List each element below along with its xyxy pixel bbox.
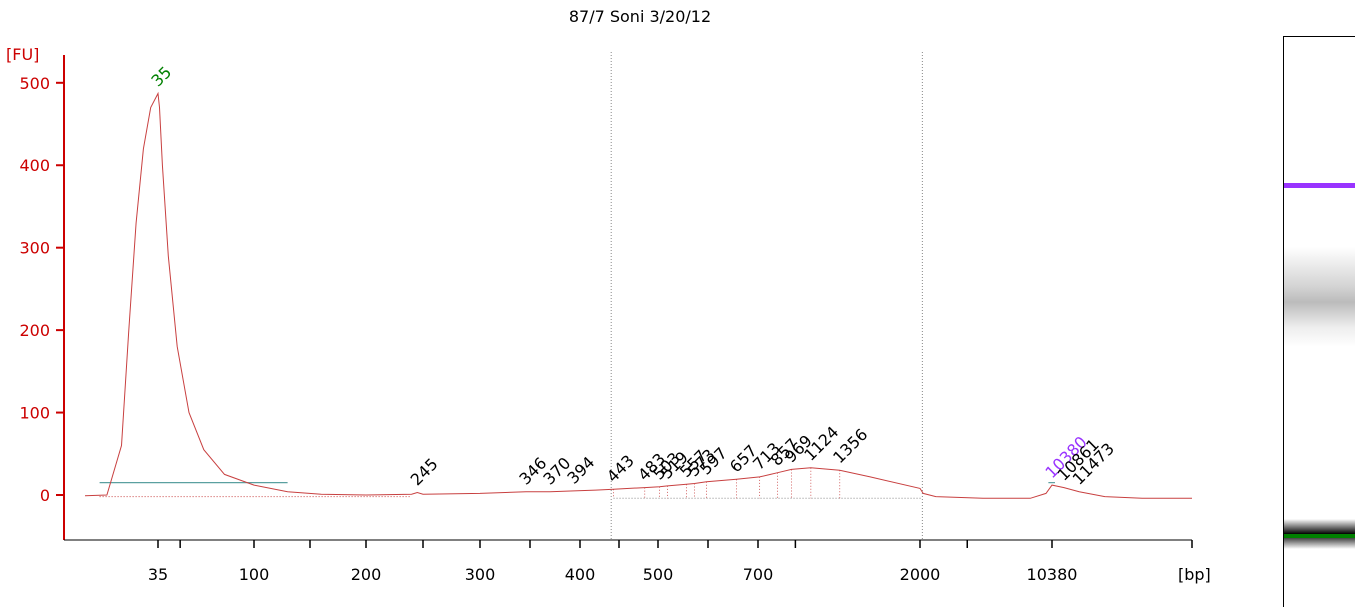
gel-lower-marker-band [1284, 534, 1355, 538]
peak-label: 443 [603, 451, 638, 486]
fluorescence-trace [84, 91, 1192, 499]
x-tick-label: 35 [148, 565, 168, 584]
gel-image-panel [1283, 36, 1355, 607]
x-tick-label: 10380 [1027, 565, 1078, 584]
y-tick-label: 400 [19, 156, 50, 175]
peak-label: 245 [407, 454, 442, 489]
x-tick-label: 200 [351, 565, 382, 584]
series-layer [84, 91, 1192, 499]
x-tick-label: 400 [565, 565, 596, 584]
x-tick-label: 700 [743, 565, 774, 584]
x-tick-label: 2000 [900, 565, 941, 584]
gel-smear [1284, 247, 1355, 347]
x-tick-label: 300 [465, 565, 496, 584]
electropherogram-chart: 87/7 Soni 3/20/12 [FU] [bp] 0 100 200 300 40… [6, 7, 1211, 584]
chart-title: 87/7 Soni 3/20/12 [569, 7, 711, 26]
peak-label: 394 [563, 453, 598, 488]
y-unit-label: [FU] [6, 45, 39, 64]
y-tick-label: 200 [19, 321, 50, 340]
peak-label: 35 [147, 63, 175, 91]
baselines [99, 482, 1055, 499]
marker-lines [610, 52, 923, 540]
y-tick-label: 500 [19, 74, 50, 93]
x-tick-label: 100 [239, 565, 270, 584]
y-tick-label: 100 [19, 404, 50, 423]
y-tick-label: 0 [40, 486, 50, 505]
y-axis-ticks: 0 100 200 300 400 500 [19, 74, 64, 505]
x-tick-label: 500 [643, 565, 674, 584]
gel-upper-marker-band [1284, 183, 1355, 188]
x-axis-ticks: 35 100 200 300 400 500 700 2000 10380 [148, 540, 1193, 584]
y-tick-label: 300 [19, 239, 50, 258]
x-unit-label: [bp] [1178, 565, 1211, 584]
